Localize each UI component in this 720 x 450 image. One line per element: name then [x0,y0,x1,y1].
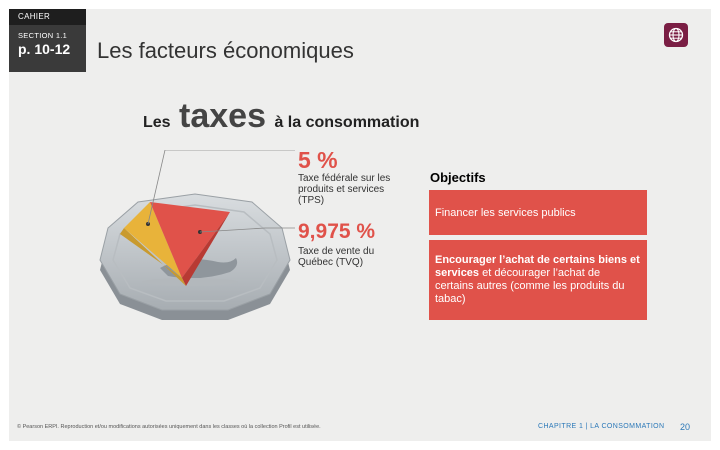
tps-percent: 5 % [298,147,338,173]
copyright-notice: © Pearson ERPI. Reproduction et/ou modif… [17,424,321,430]
tps-description: Taxe fédérale sur les produits et servic… [298,173,391,206]
section-block: SECTION 1.1 p. 10-12 [9,25,86,72]
objectif-item-1-text: Financer les services publics [435,207,576,219]
headline-prefix: Les [143,114,171,131]
page-title: Les facteurs économiques [97,38,354,63]
headline: Les taxes à la consommation [143,97,419,136]
headline-suffix: à la consommation [274,114,420,131]
tvq-description: Taxe de vente du Québec (TVQ) [298,246,375,268]
objectif-item-1: Financer les services publics [429,190,647,235]
objectifs-title: Objectifs [430,170,486,185]
objectif-item-2: Encourager l’achat de certains biens et … [429,240,647,320]
objectif-item-2-bold: Encourager l’achat de certains biens et … [435,254,640,279]
chapter-label: CHAPITRE 1 | LA CONSOMMATION [538,423,665,430]
page-number: 20 [680,422,691,432]
cahier-label: CAHIER [9,9,86,25]
objectif-item-2-rest: et décourager l’achat de certains autres… [435,267,625,305]
page-reference: p. 10-12 [18,41,71,57]
headline-emphasis: taxes [179,97,266,135]
loonie-coin-illustration [99,150,295,320]
section-label: SECTION 1.1 [18,31,68,40]
globe-button[interactable] [664,23,688,47]
globe-icon [668,27,684,43]
tvq-percent: 9,975 % [298,220,376,243]
